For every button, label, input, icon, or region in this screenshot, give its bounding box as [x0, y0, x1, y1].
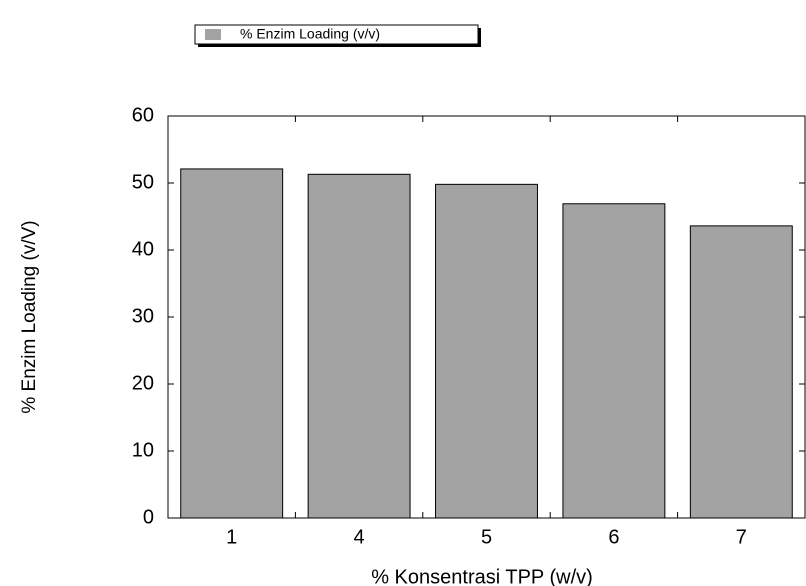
y-tick-label: 60	[132, 104, 154, 126]
legend-label: % Enzim Loading (v/v)	[240, 26, 380, 42]
bar	[690, 226, 792, 518]
bar	[181, 169, 283, 518]
y-tick-label: 0	[143, 506, 154, 528]
y-tick-label: 20	[132, 372, 154, 394]
bar	[436, 184, 538, 518]
x-tick-label: 7	[736, 526, 747, 548]
x-tick-label: 6	[608, 526, 619, 548]
y-tick-label: 30	[132, 305, 154, 327]
page: % Konsentrasi TPP (w/v) % Enzim Loading …	[0, 0, 806, 586]
x-tick-label: 1	[226, 526, 237, 548]
y-tick-label: 40	[132, 238, 154, 260]
y-tick-label: 50	[132, 171, 154, 193]
x-tick-label: 4	[354, 526, 365, 548]
y-tick-label: 10	[132, 439, 154, 461]
y-axis-title: % Enzim Loading (v/V)	[19, 220, 40, 413]
legend-swatch	[205, 29, 221, 40]
bar	[308, 174, 410, 518]
x-axis-title: % Konsentrasi TPP (w/v)	[371, 566, 593, 586]
x-tick-label: 5	[481, 526, 492, 548]
bar	[563, 204, 665, 518]
chart: % Konsentrasi TPP (w/v) % Enzim Loading …	[0, 0, 806, 586]
